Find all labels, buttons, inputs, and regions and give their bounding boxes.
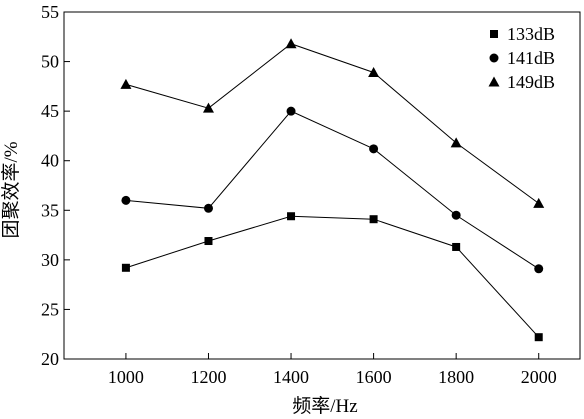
x-tick-label: 1200 <box>190 367 226 387</box>
data-point <box>204 237 213 246</box>
y-tick-label: 55 <box>41 2 59 22</box>
series-141dB <box>121 106 544 274</box>
data-point <box>534 264 544 274</box>
series-group <box>120 38 545 342</box>
plot-frame <box>63 11 581 360</box>
y-tick-label: 45 <box>41 101 59 121</box>
plot-area-border <box>63 11 581 360</box>
data-point <box>121 263 130 272</box>
series-133dB <box>121 212 543 342</box>
x-axis-ticks: 1000 1200 1400 1600 1800 2000 <box>108 353 557 387</box>
x-tick-label: 1600 <box>356 367 392 387</box>
x-tick-label: 1400 <box>273 367 309 387</box>
legend-marker <box>489 53 499 63</box>
y-tick-label: 35 <box>41 200 59 220</box>
y-tick-label: 20 <box>41 349 59 369</box>
y-axis-label: 团聚效率/% <box>0 141 22 238</box>
x-tick-label: 1000 <box>108 367 144 387</box>
data-point <box>121 195 131 205</box>
data-point <box>202 102 214 113</box>
series-149dB <box>120 38 545 208</box>
legend-label: 133dB <box>507 24 555 44</box>
y-axis-ticks: 20 25 30 35 40 45 50 55 <box>41 2 70 369</box>
data-point <box>120 78 132 89</box>
data-point <box>285 38 297 49</box>
y-tick-label: 25 <box>41 299 59 319</box>
data-point <box>368 66 380 77</box>
x-axis-label: 频率/Hz <box>292 395 357 417</box>
y-tick-label: 30 <box>41 250 59 270</box>
data-point <box>203 203 213 213</box>
data-point <box>534 333 543 342</box>
series-line <box>125 110 539 270</box>
data-point <box>452 242 461 251</box>
series-line <box>125 215 540 338</box>
data-point <box>533 197 545 208</box>
y-tick-label: 50 <box>41 52 59 72</box>
legend-label: 141dB <box>507 48 555 68</box>
data-point <box>287 212 296 221</box>
legend: 133dB 141dB 149dB <box>488 24 555 92</box>
x-tick-label: 1800 <box>438 367 474 387</box>
data-point <box>451 210 461 220</box>
series-line <box>125 43 540 204</box>
legend-marker <box>490 30 498 38</box>
data-point <box>450 137 462 148</box>
data-point <box>369 144 379 154</box>
y-tick-label: 40 <box>41 151 59 171</box>
legend-marker <box>488 76 500 87</box>
legend-label: 149dB <box>507 72 555 92</box>
data-point <box>369 215 378 224</box>
x-tick-label: 2000 <box>521 367 557 387</box>
data-point <box>286 106 296 116</box>
